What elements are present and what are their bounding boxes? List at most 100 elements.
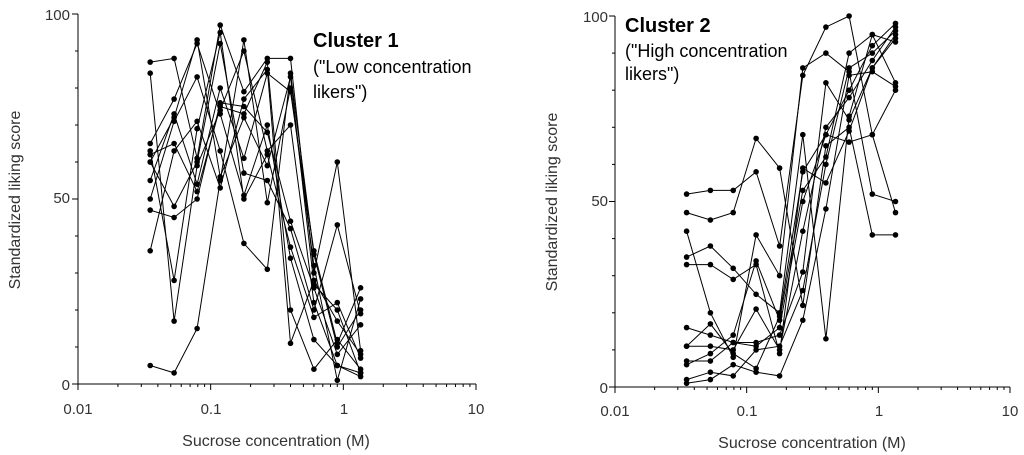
c0-subtitle-line: likers") [313, 82, 367, 102]
c1-data-point [823, 50, 829, 56]
c0-data-point [334, 222, 341, 228]
c0-series-line-1 [150, 23, 362, 351]
c1-data-point [776, 324, 783, 331]
c0-data-point [194, 159, 200, 165]
c1-data-point [800, 302, 806, 309]
c0-data-point [194, 37, 200, 43]
c0-data-point [147, 177, 153, 184]
c1-data-point [707, 217, 714, 223]
c1-subtitle-line: ("High concentration [625, 41, 787, 61]
c1-data-point [800, 169, 806, 175]
c0-xtick-label: 0.01 [63, 401, 92, 418]
c1-series-line-8 [686, 37, 896, 362]
c0-data-point [171, 148, 177, 154]
c0-data-point [171, 96, 177, 102]
c1-series-line-11 [686, 89, 896, 370]
c1-data-point [753, 291, 759, 298]
c1-data-point [846, 50, 852, 56]
c1-series-line-4 [686, 33, 896, 339]
c0-data-point [241, 196, 247, 202]
c1-data-point [823, 206, 829, 212]
c1-xtick-label: 1 [875, 403, 883, 420]
c1-data-point [846, 128, 852, 134]
c1-series-line-6 [686, 23, 896, 347]
c0-data-point [287, 85, 294, 91]
c0-data-point [334, 159, 341, 165]
c1-data-point [707, 358, 714, 364]
c1-data-point [683, 361, 690, 368]
c1-data-point [707, 369, 714, 376]
c1-data-point [683, 380, 690, 387]
c1-data-point [753, 365, 759, 372]
c1-data-point [730, 209, 736, 216]
c1-data-point [730, 373, 736, 379]
c0-series-line-9 [149, 68, 362, 355]
c0-data-point [241, 88, 247, 95]
c1-data-point [707, 343, 714, 350]
c0-data-point [334, 377, 341, 384]
c1-data-point [892, 28, 899, 34]
c1-y-axis-label: Standardized liking score [544, 113, 561, 292]
c1-data-point [776, 272, 783, 279]
c0-data-point [334, 351, 341, 358]
c1-data-point [823, 161, 829, 168]
c1-series-line-2 [686, 126, 896, 306]
c1-xtick-label: 0.01 [600, 403, 629, 420]
c1-data-point [800, 317, 806, 324]
c0-data-point [171, 203, 177, 210]
c1-xtick-label: 0.1 [737, 403, 758, 420]
c1-data-point [730, 265, 736, 272]
c0-xtick-label: 10 [468, 401, 485, 418]
c0-data-point [357, 310, 364, 317]
c1-data-point [730, 350, 736, 357]
c1-ytick-label: 100 [583, 9, 608, 26]
c0-data-point [147, 140, 153, 147]
c0-data-point [194, 181, 200, 187]
c0-data-point [287, 225, 294, 232]
c1-data-point [776, 343, 783, 350]
c1-data-point [730, 276, 736, 283]
c1-data-point [707, 350, 714, 357]
c1-data-point [869, 50, 876, 56]
c0-data-point [264, 129, 271, 136]
c1-data-point [683, 324, 690, 331]
c1-series-line-9 [686, 30, 896, 381]
c0-data-point [217, 177, 223, 184]
c0-data-point [264, 177, 271, 184]
c0-data-point [264, 199, 271, 206]
c0-data-point [264, 151, 271, 158]
c1-data-point [800, 269, 806, 275]
c1-data-point [776, 165, 783, 171]
c1-data-point [892, 39, 899, 45]
c0-data-point [147, 148, 153, 154]
c0-data-point [334, 318, 341, 324]
c0-data-point [171, 370, 177, 376]
c0-data-point [311, 307, 317, 313]
c1-data-point [869, 42, 876, 49]
c0-data-point [194, 325, 200, 332]
c0-data-point [217, 29, 223, 36]
c0-series-line-4 [149, 60, 361, 371]
c0-ytick-label: 100 [45, 7, 70, 24]
c0-data-point [287, 218, 294, 224]
c0-data-point [147, 248, 153, 254]
c0-data-point [287, 122, 294, 128]
c0-data-point [171, 55, 177, 62]
c1-data-point [846, 87, 852, 93]
c0-data-point [217, 85, 223, 91]
c0-data-point [194, 196, 200, 202]
c1-data-point [753, 306, 759, 312]
c0-data-point [241, 240, 247, 247]
c1-data-point [707, 376, 714, 383]
c0-data-point [147, 70, 153, 76]
c1-series-line-3 [686, 52, 896, 359]
c1-title: Cluster 2 [625, 15, 711, 37]
c1-data-point [800, 131, 806, 138]
c1-data-point [846, 72, 852, 79]
c1-data-point [800, 287, 806, 294]
c1-data-point [869, 31, 876, 38]
chart-left: 100 50 0 0.01 0.1 1 10 Sucrose concentra… [7, 7, 484, 450]
c1-data-point [707, 332, 714, 338]
c1-data-point [869, 57, 876, 64]
